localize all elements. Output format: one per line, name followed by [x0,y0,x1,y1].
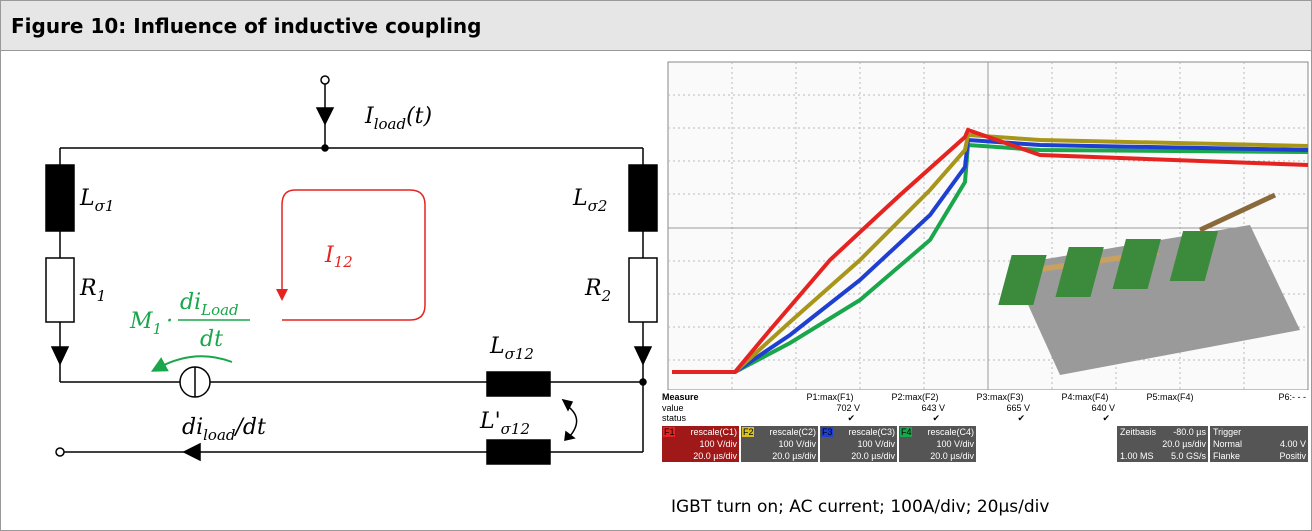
figure-header: Figure 10: Influence of inductive coupli… [1,1,1311,51]
channel-tag [900,427,912,437]
label: dt [200,327,223,352]
scope-text: F3 [822,427,833,437]
label: Lσ12 [489,334,534,363]
scope-text: 100 V/div [778,439,816,449]
timebase-box [1117,426,1208,462]
scope-text: P6:- - - [1278,392,1306,402]
trigger-box [1210,426,1308,462]
scope-text: Zeitbasis [1120,427,1157,437]
loop-arrow [276,189,426,321]
label: Iload(t) [364,104,432,133]
scope-text: status [662,413,687,423]
scope-text: 100 V/div [936,439,974,449]
label: I12 [324,243,353,271]
caption: IGBT turn on; AC current; 100A/div; 20µs… [671,497,1050,517]
label: R1 [79,276,106,305]
scope-text: P3:max(F3) [976,392,1023,402]
scope-text: 20.0 µs/div [693,451,737,461]
scope-text: Measure [662,392,699,402]
scope-text: 1.00 MS [1120,451,1154,461]
label: diLoad [180,290,239,319]
scope-text: ✔ [932,413,940,423]
scope-text: 5.0 GS/s [1171,451,1207,461]
scope-text: 20.0 µs/div [851,451,895,461]
scope-text: ✔ [1017,413,1025,423]
label: L'σ12 [479,409,530,438]
label: diload/dt [182,415,266,444]
scope-screen [667,61,1309,391]
scope-text: 643 V [921,403,945,413]
scope-text: 100 V/div [857,439,895,449]
scope-text: 100 V/div [699,439,737,449]
scope-text: rescale(C3) [848,427,895,437]
scope-text: 20.0 µs/div [930,451,974,461]
label: M1 · [129,309,173,338]
scope-text: Trigger [1213,427,1241,437]
scope-text: ✔ [847,413,855,423]
scope-text: Positiv [1279,451,1306,461]
scope-text: F2 [743,427,754,437]
induced-arrow [150,355,233,372]
scope-text: 665 V [1006,403,1030,413]
module-photo [998,192,1300,375]
measure-panel [660,390,1310,426]
scope-text: 4.00 V [1280,439,1306,449]
scope-text: 702 V [836,403,860,413]
scope-text: F4 [901,427,912,437]
scope-text: value [662,403,684,413]
scope-text: 20.0 µs/div [1162,439,1206,449]
scope-text: Normal [1213,439,1242,449]
figure-title: Figure 10: Influence of inductive coupli… [11,14,482,38]
scope-text: P1:max(F1) [806,392,853,402]
channel-tag [663,427,675,437]
channel-tag [742,427,754,437]
channel-tag [821,427,833,437]
scope-text: F1 [664,427,675,437]
scope-text: 640 V [1091,403,1115,413]
scope-text: P2:max(F2) [891,392,938,402]
circuit-labels: Iload(t) Lσ1 Lσ2 R1 R2 I12 M1 · diLoad dt… [79,104,611,444]
label: Lσ1 [79,186,114,215]
scope-text: Flanke [1213,451,1240,461]
scope-text: rescale(C1) [690,427,737,437]
scope-text: ✔ [1102,413,1110,423]
label: R2 [584,276,611,305]
scope-text: P5:max(F4) [1146,392,1193,402]
circuit [45,75,658,465]
label: Lσ2 [572,186,607,215]
scope-text: -80.0 µs [1173,427,1206,437]
scope-text: 20.0 µs/div [772,451,816,461]
scope-text: rescale(C2) [769,427,816,437]
scope-text: P4:max(F4) [1061,392,1108,402]
scope-text: rescale(C4) [927,427,974,437]
